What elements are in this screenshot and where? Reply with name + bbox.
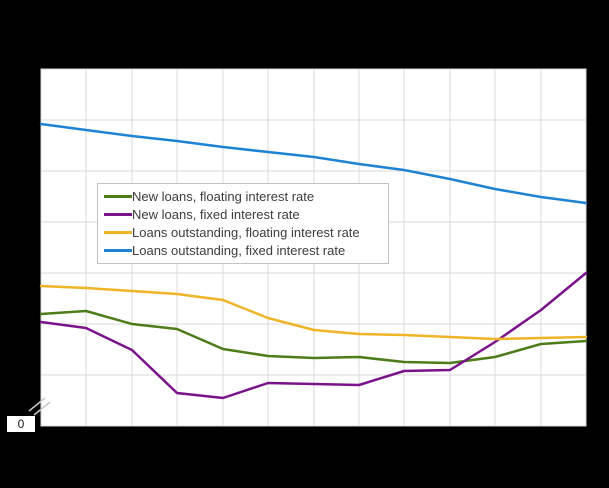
legend-label: Loans outstanding, fixed interest rate: [132, 243, 346, 259]
series-line-new-loans-floating-interest-rate: [39, 309, 588, 365]
legend-item-new-loans-fixed: New loans, fixed interest rate: [104, 206, 388, 223]
legend-item-new-loans-floating: New loans, floating interest rate: [104, 188, 388, 205]
legend-label: New loans, fixed interest rate: [132, 206, 300, 222]
legend-item-outstanding-fixed: Loans outstanding, fixed interest rate: [104, 242, 388, 259]
legend-swatch-blue: [104, 249, 132, 253]
series-line-loans-outstanding-floating-interest-rate: [39, 284, 588, 341]
legend-swatch-green: [104, 194, 132, 198]
legend-label: New loans, floating interest rate: [132, 188, 315, 204]
legend-item-outstanding-floating: Loans outstanding, floating interest rat…: [104, 224, 388, 241]
y-axis-zero-tick-label: 0: [7, 416, 35, 432]
series-line-new-loans-fixed-interest-rate: [39, 271, 588, 400]
axis-break-mark: [33, 401, 51, 416]
legend-swatch-yellow: [104, 231, 132, 235]
chart-legend: New loans, floating interest rate New lo…: [97, 183, 389, 264]
series-line-loans-outstanding-fixed-interest-rate: [39, 122, 588, 205]
axis-break-mark: [28, 397, 46, 412]
legend-swatch-purple: [104, 212, 132, 216]
legend-label: Loans outstanding, floating interest rat…: [132, 225, 360, 241]
